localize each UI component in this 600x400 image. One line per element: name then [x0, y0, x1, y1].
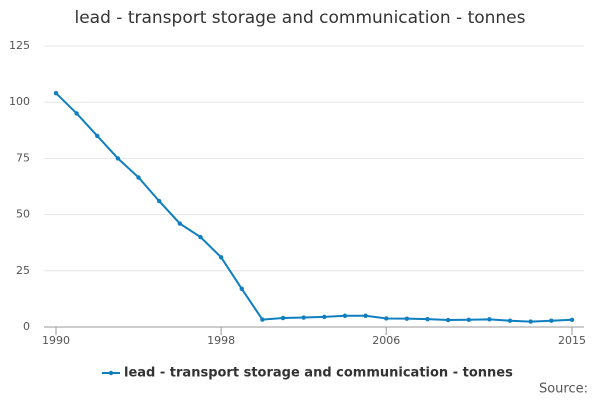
- point: [507, 318, 513, 323]
- legend-swatch-dot: [108, 370, 114, 376]
- point: [239, 286, 244, 291]
- point: [384, 316, 389, 321]
- chart-title: lead - transport storage and communicati…: [75, 8, 526, 28]
- point: [404, 316, 410, 321]
- point: [157, 198, 162, 204]
- point: [301, 315, 306, 320]
- point: [218, 255, 224, 260]
- point: [280, 315, 286, 321]
- y-tick-label: 50: [16, 208, 30, 221]
- point: [363, 313, 368, 318]
- point: [528, 319, 533, 324]
- point: [95, 133, 100, 139]
- point: [466, 317, 471, 323]
- point: [569, 317, 575, 323]
- y-tick-label: 0: [23, 320, 30, 333]
- series-line: [55, 92, 573, 323]
- y-tick-label: 25: [16, 264, 30, 277]
- x-tick-label: 1990: [42, 334, 70, 347]
- point: [549, 318, 554, 323]
- y-tick-label: 125: [9, 39, 30, 52]
- point: [115, 156, 121, 161]
- point: [342, 313, 348, 318]
- y-tick-label: 75: [16, 151, 30, 164]
- point: [198, 234, 203, 240]
- point: [487, 317, 492, 322]
- point: [177, 221, 183, 226]
- legend-label: lead - transport storage and communicati…: [124, 366, 513, 381]
- point: [425, 316, 430, 322]
- point: [74, 111, 79, 116]
- point: [136, 175, 141, 180]
- x-tick-label: 1998: [207, 334, 235, 347]
- x-tick-label: 2015: [558, 334, 586, 347]
- x-tick-label: 2006: [372, 334, 400, 347]
- source: Source:: [539, 382, 588, 397]
- point: [445, 317, 451, 323]
- point: [53, 91, 59, 96]
- y-tick-label: 100: [9, 95, 30, 108]
- point: [322, 314, 327, 320]
- point: [260, 317, 265, 322]
